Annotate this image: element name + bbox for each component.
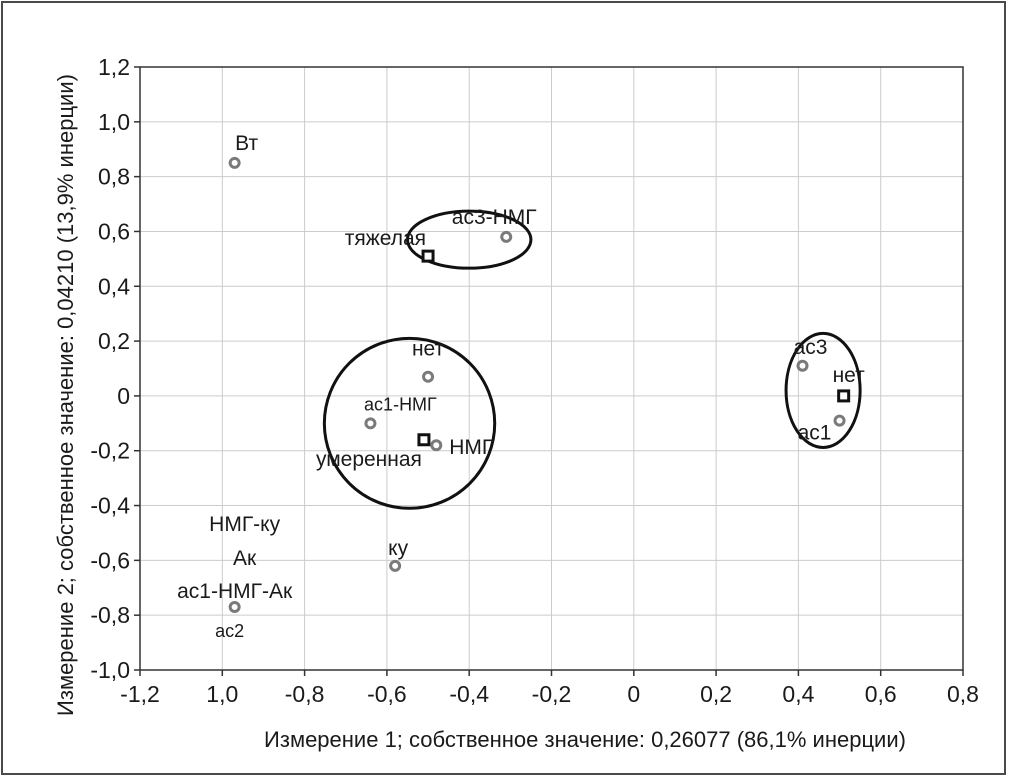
x-tick-label: -0,4 bbox=[449, 681, 489, 707]
point-marker-circle bbox=[228, 600, 241, 613]
point-label: ас3-НМГ bbox=[452, 206, 537, 229]
x-tick-label: 0,6 bbox=[865, 681, 897, 707]
point-label: Вт bbox=[235, 132, 258, 155]
point-marker-square bbox=[421, 249, 435, 263]
scatter-chart: -1,2 1,0 -0,8 -0,6 -0,4 -0,2 0 0,2 0,4 0,6 0,8 -1,… bbox=[53, 54, 979, 752]
x-tick-label: -1,2 bbox=[120, 681, 160, 707]
point-label: умеренная bbox=[316, 448, 422, 471]
cluster-ellipse bbox=[784, 331, 862, 449]
point-marker-circle bbox=[796, 359, 809, 372]
y-axis-title: Измерение 2; собственное значение: 0,042… bbox=[53, 74, 78, 716]
y-tick-label: -0,8 bbox=[90, 602, 130, 628]
cluster-ellipse bbox=[405, 209, 533, 270]
x-axis-title: Измерение 1; собственное значение: 0,260… bbox=[264, 727, 906, 752]
y-tick-label: 0,2 bbox=[98, 328, 130, 354]
point-label: нет bbox=[833, 364, 866, 387]
x-tick-label: -0,6 bbox=[367, 681, 407, 707]
y-tick-label: 0,8 bbox=[98, 164, 130, 190]
point-label: ас3 bbox=[794, 336, 828, 359]
x-tick-label: 0,8 bbox=[947, 681, 979, 707]
y-tick-label: -0,4 bbox=[90, 493, 130, 519]
x-tick-label: 0,2 bbox=[700, 681, 732, 707]
x-tick-label: -0,2 bbox=[532, 681, 572, 707]
point-label: ас2 bbox=[215, 621, 244, 641]
point-marker-square bbox=[417, 433, 431, 447]
y-tick-label: 1,0 bbox=[98, 109, 130, 135]
point-label: НМГ-ку bbox=[209, 513, 280, 536]
y-tick-label: 1,2 bbox=[98, 54, 130, 80]
y-tick-label: -1,0 bbox=[90, 657, 130, 683]
point-marker-circle bbox=[228, 156, 241, 169]
y-tick-label: 0,6 bbox=[98, 218, 130, 244]
point-marker-circle bbox=[389, 559, 402, 572]
point-label: ас1-НМГ-Ак bbox=[177, 580, 293, 603]
point-label: НМГ bbox=[449, 436, 493, 459]
x-tick-label: 1,0 bbox=[206, 681, 238, 707]
point-label: Ак bbox=[233, 547, 257, 570]
x-tick-label: -0,8 bbox=[285, 681, 325, 707]
y-axis: -1,0 -0,8 -0,6 -0,4 -0,2 0 0,2 0,4 0,6 0,8 1,0 1,2 bbox=[90, 54, 140, 683]
point-label: нет bbox=[412, 338, 445, 361]
cluster-ellipse bbox=[322, 336, 497, 510]
point-marker-circle bbox=[422, 370, 435, 383]
point-label: тяжелая bbox=[345, 227, 426, 250]
point-marker-square bbox=[837, 389, 851, 403]
point-label: ку bbox=[388, 537, 408, 560]
x-tick-label: 0,4 bbox=[782, 681, 814, 707]
x-axis: -1,2 1,0 -0,8 -0,6 -0,4 -0,2 0 0,2 0,4 0,6 0,8 bbox=[120, 670, 979, 707]
y-tick-label: 0,4 bbox=[98, 273, 130, 299]
point-label: ас1 bbox=[798, 422, 832, 445]
data-points bbox=[228, 156, 851, 613]
point-marker-circle bbox=[833, 414, 846, 427]
cluster-ellipses bbox=[322, 209, 862, 510]
point-marker-circle bbox=[500, 230, 513, 243]
y-tick-label: -0,2 bbox=[90, 438, 130, 464]
point-marker-circle bbox=[364, 417, 377, 430]
x-tick-label: 0 bbox=[627, 681, 640, 707]
point-labels: Вт ас3-НМГ тяжелая нет ас1-НМГ умеренная НМГ ку… bbox=[177, 132, 865, 641]
point-marker-circle bbox=[430, 439, 443, 452]
point-label: ас1-НМГ bbox=[364, 394, 437, 414]
y-tick-label: 0 bbox=[117, 383, 130, 409]
grid-lines bbox=[140, 67, 963, 670]
y-tick-label: -0,6 bbox=[90, 547, 130, 573]
